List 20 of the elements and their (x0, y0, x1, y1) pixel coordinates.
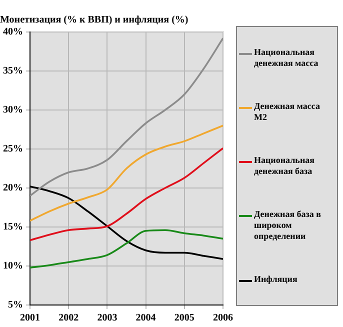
x-tick-label: 2006 (213, 312, 233, 324)
y-tick-label: 40% (3, 26, 23, 38)
x-tick-label: 2003 (97, 312, 118, 324)
x-tick-label: 2002 (58, 312, 79, 324)
x-tick-label: 2005 (174, 312, 194, 324)
y-tick-label: 20% (3, 182, 23, 194)
y-tick-label: 35% (3, 66, 23, 77)
legend-label: Инфляция (254, 274, 298, 285)
y-tick-label: 30% (3, 104, 23, 116)
y-tick-label: 25% (3, 144, 23, 155)
chart-title: Монетизация (% к ВВП) и инфляция (%) (0, 14, 188, 26)
legend-label: Национальная денежная база (254, 155, 316, 177)
legend-label: Денежная база в широком определении (254, 209, 322, 242)
legend-label: Национальная денежная масса (254, 47, 320, 69)
legend-label: Денежная масса М2 (254, 101, 321, 123)
x-tick-label: 2004 (136, 312, 156, 324)
y-tick-label: 5% (8, 300, 23, 311)
x-tick-label: 2001 (20, 312, 40, 324)
y-tick-label: 10% (3, 260, 23, 272)
y-tick-label: 15% (3, 222, 23, 233)
